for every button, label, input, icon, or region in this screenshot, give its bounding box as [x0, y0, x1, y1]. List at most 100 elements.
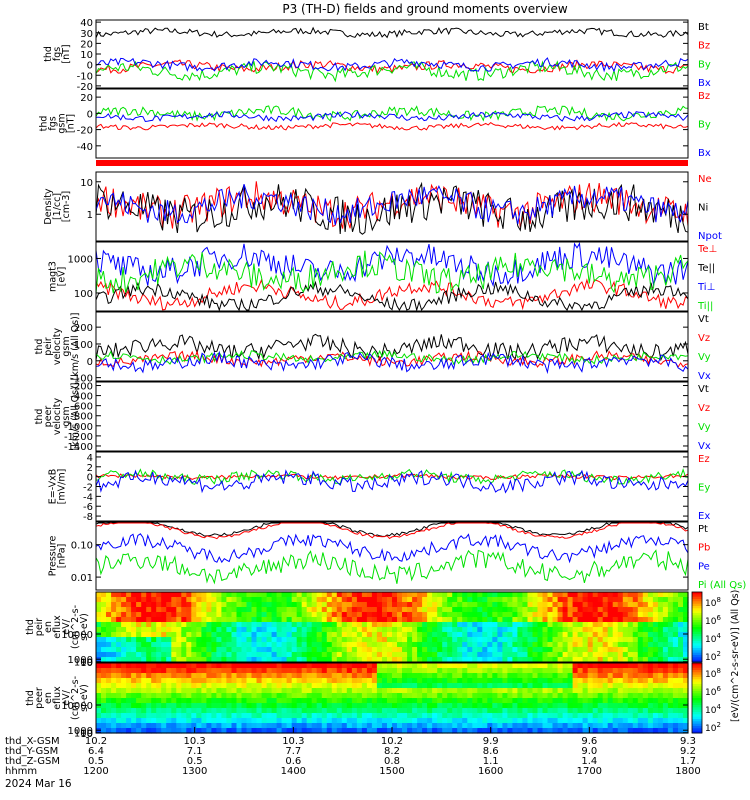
series-line-By: [95, 105, 689, 122]
spectrogram-cell: [286, 708, 293, 714]
spectrogram-cell: [607, 703, 614, 709]
spectrogram-cell: [331, 728, 338, 734]
spectrogram-cell: [136, 698, 142, 704]
spectrogram-cell: [146, 688, 152, 694]
spectrogram-cell: [186, 688, 192, 694]
spectrogram-cell: [422, 728, 428, 734]
spectrogram-cell: [627, 622, 634, 628]
spectrogram-cell: [402, 642, 408, 648]
spectrogram-cell: [557, 663, 564, 669]
spectrogram-cell: [116, 607, 122, 613]
spectrogram-cell: [637, 718, 644, 724]
spectrogram-cell: [141, 652, 147, 658]
spectrogram-cell: [487, 612, 493, 618]
spectrogram-cell: [437, 642, 443, 648]
spectrogram-cell: [131, 597, 137, 603]
spectrogram-cell: [246, 622, 253, 628]
spectrogram-cell: [141, 602, 147, 608]
spectrogram-cell: [392, 718, 398, 724]
spectrogram-cell: [678, 652, 684, 658]
spectrogram-cell: [321, 663, 328, 669]
spectrogram-cell: [201, 627, 207, 633]
spectrogram-cell: [331, 602, 338, 608]
spectrogram-cell: [652, 592, 659, 598]
spectrogram-cell: [146, 718, 152, 724]
spectrogram-cell: [106, 627, 112, 633]
spectrogram-cell: [211, 668, 217, 674]
spectrogram-cell: [607, 688, 614, 694]
spectrogram-cell: [552, 657, 559, 663]
spectrogram-cell: [256, 592, 263, 598]
spectrogram-cell: [422, 607, 428, 613]
spectrogram-cell: [301, 637, 308, 643]
spectrogram-cell: [321, 632, 328, 638]
spectrogram-cell: [121, 698, 127, 704]
spectrogram-cell: [637, 632, 644, 638]
spectrogram-cell: [683, 612, 689, 618]
y-axis-label: velocity: [52, 328, 63, 366]
spectrogram-cell: [437, 592, 443, 598]
spectrogram-cell: [417, 663, 423, 669]
spectrogram-cell: [251, 693, 258, 699]
spectrogram-cell: [236, 652, 243, 658]
spectrogram-cell: [141, 718, 147, 724]
legend-Te||: Te||: [697, 263, 715, 274]
spectrogram-cell: [467, 642, 473, 648]
spectrogram-cell: [397, 632, 403, 638]
spectrogram-cell: [487, 642, 493, 648]
spectrogram-cell: [457, 698, 463, 704]
spectrogram-cell: [612, 683, 619, 689]
spectrogram-cell: [407, 617, 413, 623]
spectrogram-cell: [111, 607, 117, 613]
spectrogram-cell: [196, 642, 202, 648]
spectrogram-cell: [382, 607, 388, 613]
spectrogram-cell: [221, 627, 227, 633]
spectrogram-cell: [211, 723, 217, 729]
spectrogram-cell: [346, 612, 353, 618]
spectrogram-cell: [191, 678, 197, 684]
spectrogram-cell: [492, 668, 498, 674]
spectrogram-cell: [462, 632, 468, 638]
spectrogram-cell: [492, 718, 498, 724]
spectrogram-cell: [251, 708, 258, 714]
spectrogram-cell: [251, 718, 258, 724]
spectrogram-cell: [392, 597, 398, 603]
spectrogram-cell: [467, 637, 473, 643]
spectrogram-cell: [527, 647, 534, 653]
spectrogram-cell: [412, 607, 418, 613]
spectrogram-cell: [136, 713, 142, 719]
spectrogram-cell: [251, 683, 258, 689]
spectrogram-cell: [341, 713, 348, 719]
spectrogram-cell: [652, 713, 659, 719]
spectrogram-cell: [612, 668, 619, 674]
spectrogram-cell: [196, 698, 202, 704]
spectrogram-cell: [186, 592, 192, 598]
spectrogram-cell: [306, 723, 313, 729]
spectrogram-cell: [562, 632, 569, 638]
spectrogram-cell: [96, 657, 102, 663]
spectrogram-cell: [472, 693, 478, 699]
spectrogram-cell: [417, 723, 423, 729]
spectrogram-cell: [226, 602, 232, 608]
spectrogram-cell: [577, 718, 584, 724]
spectrogram-cell: [156, 612, 162, 618]
spectrogram-cell: [251, 602, 258, 608]
spectrogram-cell: [402, 663, 408, 669]
spectrogram-cell: [657, 657, 664, 663]
spectrogram-cell: [356, 683, 363, 689]
spectrogram-cell: [607, 612, 614, 618]
spectrogram-cell: [392, 607, 398, 613]
spectrogram-cell: [356, 637, 363, 643]
spectrogram-cell: [567, 617, 574, 623]
spectrogram-cell: [281, 723, 288, 729]
spectrogram-cell: [417, 652, 423, 658]
legend-Te⊥: Te⊥: [697, 244, 717, 255]
spectrogram-cell: [346, 683, 353, 689]
spectrogram-cell: [176, 617, 182, 623]
spectrogram-cell: [261, 723, 268, 729]
spectrogram-cell: [311, 647, 318, 653]
spectrogram-cell: [236, 632, 243, 638]
spectrogram-cell: [141, 673, 147, 679]
spectrogram-cell: [492, 713, 498, 719]
spectrogram-cell: [146, 647, 152, 653]
